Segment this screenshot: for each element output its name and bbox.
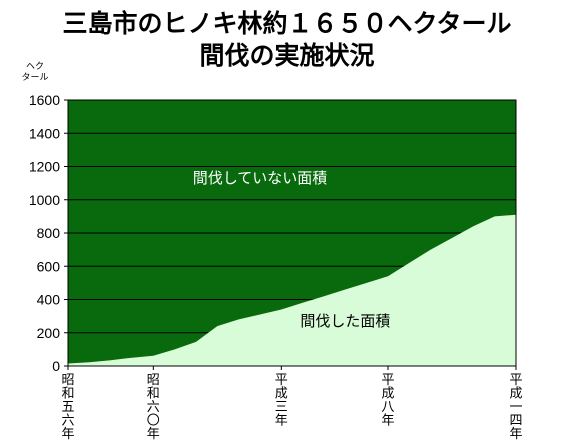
y-axis-unit-label: ヘクタール xyxy=(21,61,48,83)
y-tick-label: 1600 xyxy=(29,92,60,108)
y-axis: 0 200 400 600 800 1000 1200 1400 1600 xyxy=(29,92,68,374)
annotation-thinned: 間伐した面積 xyxy=(300,312,390,330)
x-tick-label: 昭和六〇年 xyxy=(147,373,160,442)
area-thinned xyxy=(68,214,516,366)
x-tick-label: 平成一四年 xyxy=(509,373,522,442)
x-tick-label: 昭和五六年 xyxy=(61,373,74,442)
plot-area xyxy=(67,99,517,367)
x-tick-label: 平成八年 xyxy=(381,373,394,429)
x-tick-label: 平成三年 xyxy=(275,373,288,429)
y-tick-label: 1000 xyxy=(29,192,60,208)
y-tick-label: 200 xyxy=(37,325,61,341)
y-tick-label: 400 xyxy=(37,292,61,308)
chart-title: 三島市のヒノキ林約１６５０ヘクタール xyxy=(62,9,511,38)
y-tick-label: 1400 xyxy=(29,125,60,141)
y-tick-label: 800 xyxy=(37,225,61,241)
y-tick-label: 600 xyxy=(37,258,61,274)
x-axis: 昭和五六年 昭和六〇年 平成三年 平成八年 平成一四年 xyxy=(61,366,523,442)
annotation-unthinned: 間伐していない面積 xyxy=(193,169,328,187)
chart-subtitle: 間伐の実施状況 xyxy=(199,41,374,70)
y-tick-label: 0 xyxy=(52,358,60,374)
y-tick-label: 1200 xyxy=(29,159,60,175)
